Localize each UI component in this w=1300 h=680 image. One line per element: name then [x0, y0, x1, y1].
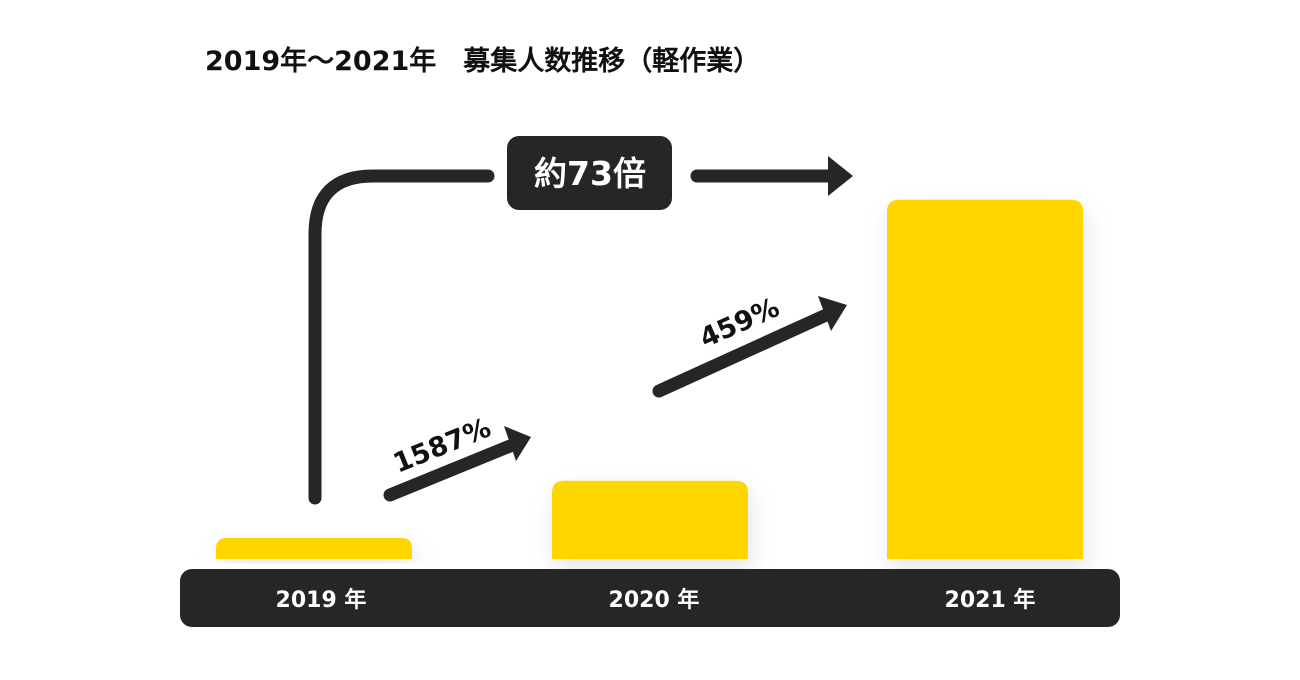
bar-2 — [552, 480, 748, 559]
growth-arrow-2020-2021 — [652, 296, 847, 398]
arrow-head-icon — [828, 156, 853, 196]
multiplier-badge — [507, 136, 672, 210]
category-label-2020: 2020 年 — [609, 587, 700, 613]
category-axis-band — [180, 569, 1120, 627]
bar-1 — [216, 538, 412, 559]
bracket-line-icon — [308, 169, 495, 505]
bars — [216, 199, 1083, 559]
arrow-head-icon — [504, 426, 531, 461]
arrow-shaft-icon — [652, 309, 831, 398]
chart-title: 2019年〜2021年 募集人数推移（軽作業） — [205, 45, 760, 77]
category-label-2019: 2019 年 — [276, 587, 367, 613]
bar-3 — [887, 199, 1083, 559]
overall-arrow — [308, 156, 853, 505]
category-label-2021: 2021 年 — [945, 587, 1036, 613]
growth-arrow-2019-2020 — [383, 426, 531, 502]
multiplier-label: 約73倍 — [534, 154, 646, 193]
arrow-head-icon — [818, 296, 847, 331]
arrow-shaft-icon — [383, 439, 517, 502]
